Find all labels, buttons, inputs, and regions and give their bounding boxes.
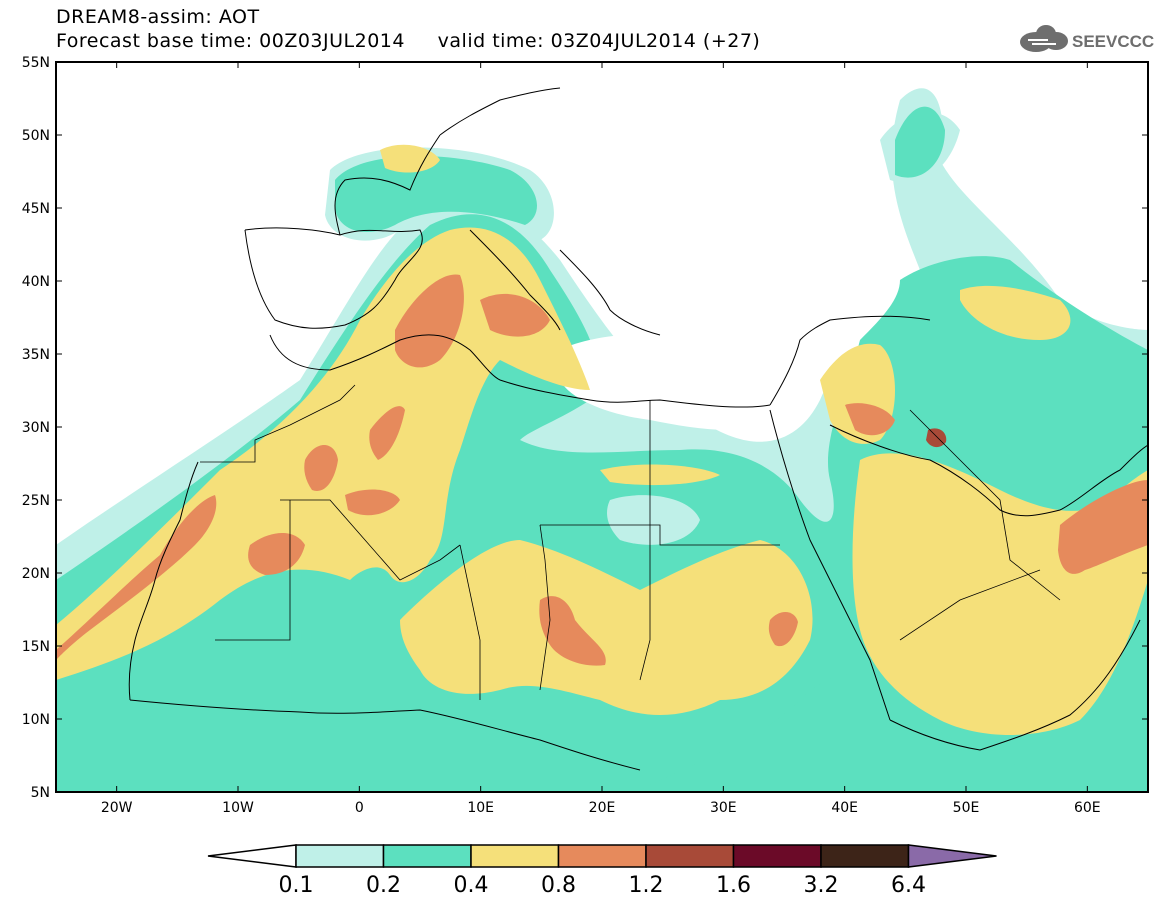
longitude-axis: 20W 10W 0 10E 20E 30E 40E 50E 60E [101, 62, 1101, 816]
lat-tick-label: 45N [22, 201, 50, 217]
lat-tick-label: 10N [22, 712, 50, 728]
lon-tick-label: 10E [467, 800, 494, 816]
lon-tick-label: 10W [222, 800, 254, 816]
lat-tick-label: 35N [22, 347, 50, 363]
lon-tick-label: 20E [589, 800, 616, 816]
lat-tick-label: 55N [22, 55, 50, 71]
lon-tick-label: 50E [953, 800, 980, 816]
latitude-axis: 55N 50N 45N 40N 35N 30N 25N 20N 15N 10N 5N [22, 55, 1148, 801]
map-subtitle: Forecast base time: 00Z03JUL2014 valid t… [56, 30, 761, 52]
lon-tick-label: 40E [831, 800, 858, 816]
map-title: DREAM8-assim: AOT [56, 6, 260, 28]
aot-field [56, 88, 1148, 792]
lat-tick-label: 40N [22, 274, 50, 290]
lon-tick-label: 20W [101, 800, 133, 816]
lat-tick-label: 25N [22, 493, 50, 509]
logo-text: SEEVCCC [1072, 32, 1154, 51]
lon-tick-label: 60E [1074, 800, 1101, 816]
lon-tick-label: 0 [355, 800, 364, 816]
lat-tick-label: 15N [22, 639, 50, 655]
coastlines [128, 87, 1148, 771]
cloud-icon [1020, 25, 1068, 52]
aot-contour-0.8 [56, 274, 1148, 666]
lon-tick-label: 30E [710, 800, 737, 816]
lat-tick-label: 30N [22, 420, 50, 436]
lat-tick-label: 50N [22, 128, 50, 144]
aot-low-areas [560, 333, 808, 545]
lat-tick-label: 20N [22, 566, 50, 582]
seevccc-logo: SEEVCCC [1020, 25, 1154, 52]
lat-tick-label: 5N [31, 785, 50, 801]
country-borders [200, 384, 1061, 700]
